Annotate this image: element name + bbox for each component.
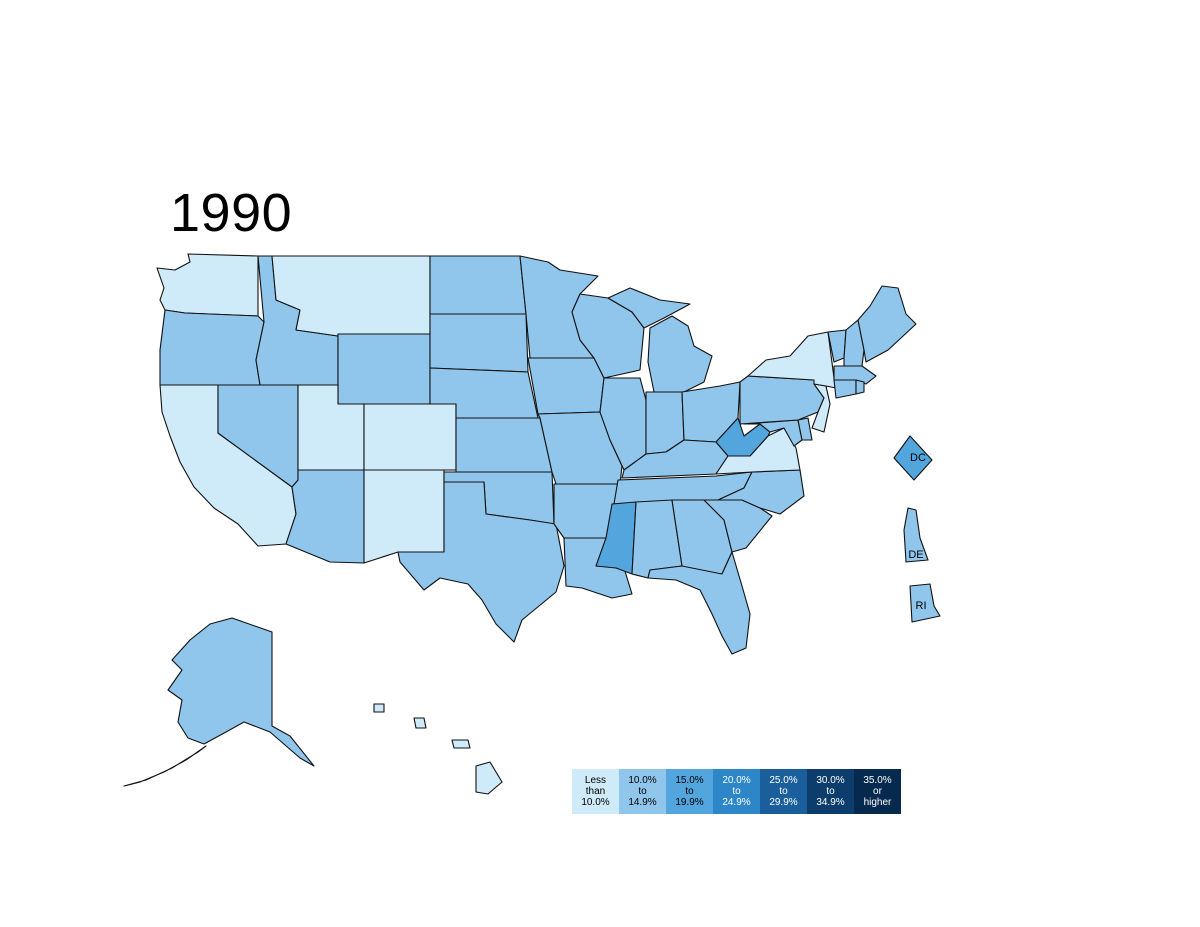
state-delaware[interactable] [797, 417, 813, 441]
state-new-jersey[interactable] [811, 383, 831, 433]
small-state-insets: DC DE RI [893, 435, 941, 623]
state-iowa[interactable] [527, 357, 605, 415]
state-new-mexico[interactable] [363, 469, 445, 564]
state-pennsylvania[interactable] [739, 375, 825, 425]
state-wyoming[interactable] [337, 333, 431, 405]
state-hawaii-maui[interactable] [451, 739, 471, 749]
state-south-dakota[interactable] [429, 313, 529, 373]
legend-item-b15_20: 15.0% to 19.9% [666, 769, 713, 814]
state-connecticut[interactable] [833, 379, 857, 399]
state-washington[interactable] [156, 253, 259, 317]
state-colorado[interactable] [363, 403, 457, 471]
inset-de-label: DE [908, 549, 923, 561]
state-alaska-chain[interactable] [123, 745, 207, 787]
inset-ri-label: RI [916, 600, 927, 612]
legend-item-lt10: Less than 10.0% [572, 769, 619, 814]
state-north-carolina[interactable] [717, 469, 805, 515]
state-texas[interactable] [397, 481, 565, 643]
legend-item-b30_35: 30.0% to 34.9% [807, 769, 854, 814]
state-hawaii-big[interactable] [475, 761, 503, 795]
state-hawaii-oahu[interactable] [413, 717, 427, 729]
inset-dc-label: DC [910, 452, 926, 464]
state-kansas[interactable] [455, 417, 553, 473]
inset-dc[interactable] [893, 435, 933, 481]
inset-rhode-island[interactable] [909, 583, 941, 623]
state-arizona[interactable] [285, 469, 365, 564]
alaska-hawaii [123, 617, 503, 795]
state-oregon[interactable] [159, 309, 265, 386]
legend-item-b25_30: 25.0% to 29.9% [760, 769, 807, 814]
state-rhode-island[interactable] [855, 379, 865, 395]
legend-item-ge35: 35.0% or higher [854, 769, 901, 814]
state-hawaii-kauai[interactable] [373, 703, 385, 713]
legend-item-b10_15: 10.0% to 14.9% [619, 769, 666, 814]
state-maine[interactable] [857, 285, 917, 363]
map-title-year: 1990 [170, 183, 293, 243]
state-michigan-upper[interactable] [607, 287, 691, 329]
state-michigan[interactable] [647, 315, 713, 393]
contiguous-states [156, 253, 917, 655]
state-alaska[interactable] [167, 617, 315, 767]
legend-item-b20_25: 20.0% to 24.9% [713, 769, 760, 814]
state-north-dakota[interactable] [429, 255, 527, 315]
state-florida[interactable] [647, 551, 751, 655]
color-legend: Less than 10.0% 10.0% to 14.9% 15.0% to 19… [572, 769, 901, 814]
inset-delaware[interactable] [903, 507, 929, 563]
